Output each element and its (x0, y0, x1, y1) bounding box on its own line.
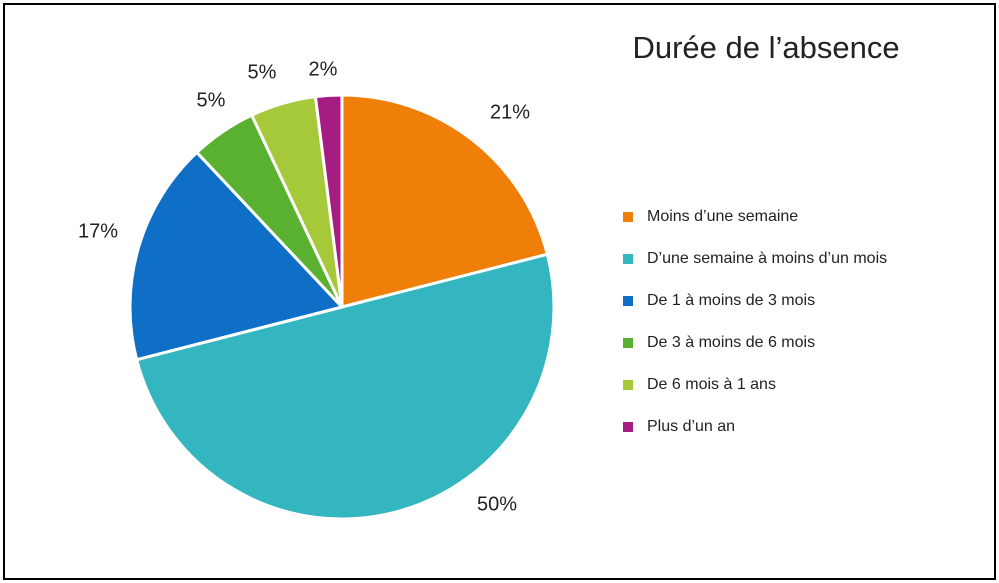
legend-swatch (623, 212, 633, 222)
legend-label: Moins d’une semaine (647, 208, 798, 225)
data-label: 17% (78, 220, 118, 242)
legend-swatch (623, 422, 633, 432)
legend-swatch (623, 254, 633, 264)
pie-slice (135, 252, 556, 521)
data-label: 21% (490, 101, 530, 123)
legend-swatch (623, 296, 633, 306)
chart-title: Durée de l’absence (632, 30, 899, 65)
legend-swatch (623, 338, 633, 348)
legend-label: De 1 à moins de 3 mois (647, 292, 815, 309)
pie-slice (313, 93, 344, 309)
pie-slice (340, 93, 549, 309)
data-label: 5% (248, 61, 277, 83)
data-label: 2% (309, 58, 338, 80)
legend-swatch (623, 380, 633, 390)
legend-label: De 6 mois à 1 ans (647, 376, 776, 393)
data-label: 5% (197, 89, 226, 111)
data-label: 50% (477, 493, 517, 515)
legend-label: D’une semaine à moins d’un mois (647, 250, 887, 267)
pie-slice (128, 150, 344, 362)
legend-label: De 3 à moins de 6 mois (647, 334, 815, 351)
legend-label: Plus d’un an (647, 418, 735, 435)
